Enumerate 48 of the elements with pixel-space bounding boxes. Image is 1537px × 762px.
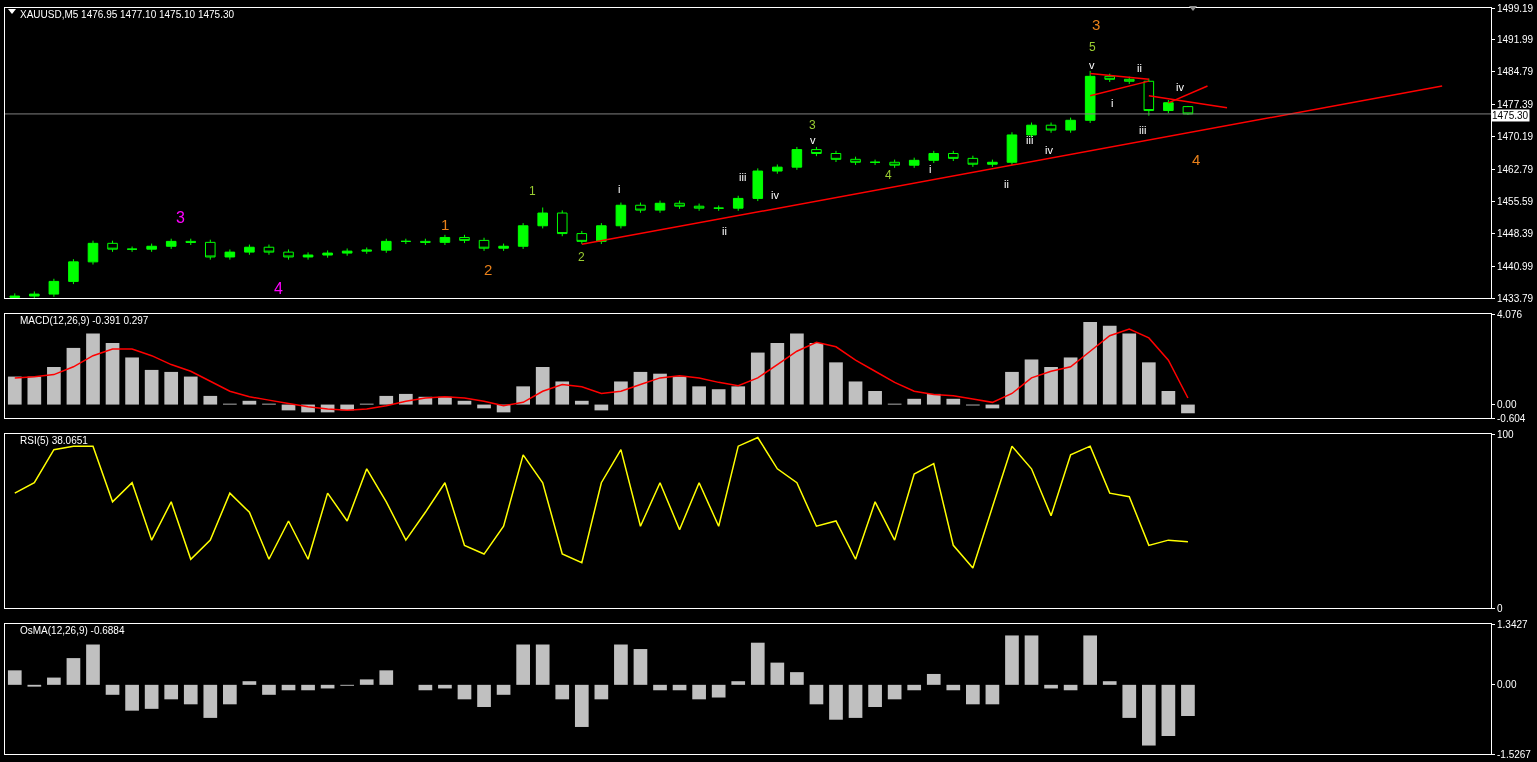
annotation: 2 [484,261,493,278]
y-tick-label: 1484.79 [1497,66,1534,78]
annotation: iv [1176,81,1185,93]
y-tick-label: 1455.59 [1497,195,1534,207]
annotation: i [1111,97,1114,109]
annotation: iii [739,171,747,183]
annotation: ii [1137,62,1142,74]
y-tick-label: 1477.39 [1497,99,1534,111]
y-tick-label: 100 [1497,428,1515,440]
annotation: v [810,134,816,146]
annotation: ii [722,225,727,237]
annotation: 3 [1092,16,1101,33]
annotation: 5 [1089,40,1096,54]
chart-title: XAUUSD,M5 1476.95 1477.10 1475.10 1475.30 [20,9,235,20]
annotation: 4 [274,280,283,297]
y-tick-label: 1491.99 [1497,34,1534,46]
annotation: 1 [441,216,450,233]
annotation: i [618,183,621,195]
annotation: iii [1026,134,1034,146]
annotation: 1 [529,184,536,198]
y-tick-label: 0 [1497,602,1503,614]
ref-line-label: 1475.30 [1492,110,1529,121]
y-tick-label: 1.3427 [1497,618,1529,630]
y-tick-label: 1448.39 [1497,227,1534,239]
y-tick-label: 1470.19 [1497,131,1534,143]
annotation: 3 [809,118,816,132]
annotation: ii [1004,178,1009,190]
y-tick-label: 0.00 [1497,679,1517,691]
y-tick-label: -1.5267 [1497,748,1532,760]
annotation: 4 [1192,151,1201,168]
y-tick-label: -0.604 [1497,412,1526,424]
annotation: iii [1139,124,1147,136]
annotation: 4 [885,168,892,182]
annotation: iv [771,189,780,201]
chart-title: MACD(12,26,9) -0.391 0.297 [20,315,149,326]
y-tick-label: 4.076 [1497,308,1523,320]
annotation: i [929,163,932,175]
chart-title: RSI(5) 38.0651 [20,435,89,446]
y-tick-label: 1433.79 [1497,292,1534,304]
y-tick-label: 0.00 [1497,399,1517,411]
chart-title: OsMA(12,26,9) -0.6884 [20,625,125,636]
y-tick-label: 1462.79 [1497,163,1534,175]
annotation: iv [1045,144,1054,156]
annotation: v [1089,59,1095,71]
annotation: 3 [176,209,185,226]
y-tick-label: 1440.99 [1497,260,1534,272]
annotation: 2 [578,250,585,264]
y-tick-label: 1499.19 [1497,2,1534,14]
